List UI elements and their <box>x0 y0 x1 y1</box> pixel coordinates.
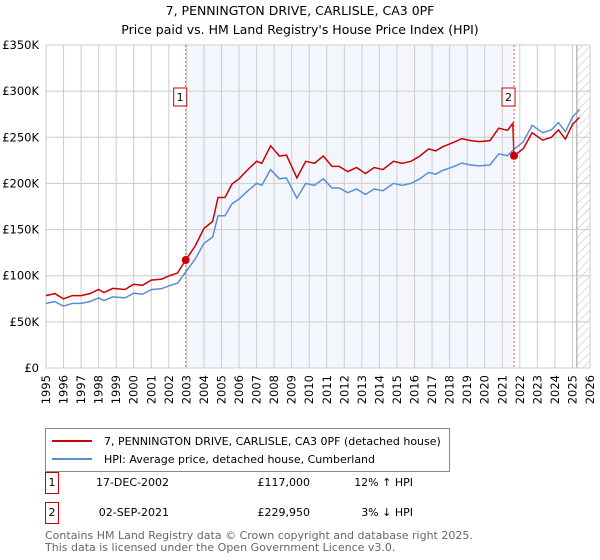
x-tick-label: 2025 <box>565 375 579 404</box>
price-chart: 7, PENNINGTON DRIVE, CARLISLE, CA3 0PF P… <box>2 3 597 404</box>
x-tick-label: 2016 <box>408 375 422 404</box>
property-price-line <box>45 116 581 300</box>
sale-label-box <box>173 87 188 107</box>
x-tick-label: 2010 <box>302 375 316 404</box>
transaction-hpi-diff: 3% ↓ HPI <box>361 506 413 519</box>
chart-title: 7, PENNINGTON DRIVE, CARLISLE, CA3 0PF <box>166 3 435 18</box>
x-tick-label: 2018 <box>443 375 457 404</box>
x-tick-label: 2011 <box>320 375 334 404</box>
transaction-date: 02-SEP-2021 <box>98 506 169 519</box>
x-tick-label: 2007 <box>250 375 264 404</box>
transaction-row: 2 02-SEP-2021 £229,950 3% ↓ HPI <box>45 502 445 524</box>
y-tick-label: £50K <box>10 315 40 329</box>
transaction-price: £117,000 <box>257 476 311 489</box>
sale-point <box>510 151 519 160</box>
x-tick-label: 1998 <box>92 375 106 404</box>
x-tick-label: 1995 <box>39 375 53 404</box>
forecast-hatch <box>576 45 590 368</box>
x-tick-label: 2019 <box>460 375 474 404</box>
y-tick-label: £300K <box>2 84 39 98</box>
legend-swatch-blue <box>52 458 92 460</box>
sale-point <box>181 256 190 265</box>
x-tick-label: 2020 <box>478 375 492 404</box>
x-tick-label: 2026 <box>583 375 597 404</box>
y-tick-label: £200K <box>2 176 39 190</box>
sale-label-box <box>501 87 516 107</box>
x-tick-label: 2004 <box>197 375 211 404</box>
x-tick-label: 2014 <box>372 375 386 404</box>
x-tick-label: 2012 <box>337 375 351 404</box>
footer-attribution: Contains HM Land Registry data © Crown c… <box>45 530 473 554</box>
x-tick-label: 2022 <box>513 375 527 404</box>
y-tick-label: £350K <box>2 38 39 52</box>
x-tick-label: 2017 <box>425 375 439 404</box>
y-tick-label: £100K <box>2 269 39 283</box>
transaction-marker: 2 <box>45 502 59 524</box>
sale-label: 1 <box>177 91 184 104</box>
y-tick-label: £0 <box>24 361 39 375</box>
x-tick-label: 2023 <box>530 375 544 404</box>
x-tick-label: 1999 <box>109 375 123 404</box>
x-tick-label: 2015 <box>390 375 404 404</box>
legend-swatch-red <box>52 440 92 442</box>
x-tick-label: 1997 <box>74 375 88 404</box>
chart-subtitle: Price paid vs. HM Land Registry's House … <box>121 22 478 37</box>
y-tick-label: £250K <box>2 130 39 144</box>
x-tick-label: 1996 <box>57 375 71 404</box>
x-tick-label: 2024 <box>548 375 562 404</box>
sale-label: 2 <box>505 91 512 104</box>
x-tick-label: 2002 <box>162 375 176 404</box>
y-tick-label: £150K <box>2 223 39 237</box>
legend-item-hpi: HPI: Average price, detached house, Cumb… <box>52 452 441 466</box>
hpi-line <box>45 109 581 308</box>
transaction-row: 1 17-DEC-2002 £117,000 12% ↑ HPI <box>45 472 445 494</box>
legend-item-property: 7, PENNINGTON DRIVE, CARLISLE, CA3 0PF (… <box>52 434 441 448</box>
footer-line-1: Contains HM Land Registry data © Crown c… <box>45 529 473 542</box>
x-tick-label: 2000 <box>127 375 141 404</box>
transaction-price: £229,950 <box>257 506 311 519</box>
transaction-marker: 1 <box>45 472 59 494</box>
x-tick-label: 2001 <box>144 375 158 404</box>
footer-line-2: This data is licensed under the Open Gov… <box>45 541 396 554</box>
x-tick-label: 2006 <box>232 375 246 404</box>
x-tick-label: 2013 <box>355 375 369 404</box>
x-tick-label: 2005 <box>214 375 228 404</box>
x-tick-label: 2008 <box>267 375 281 404</box>
legend-label: 7, PENNINGTON DRIVE, CARLISLE, CA3 0PF (… <box>104 434 441 448</box>
transaction-date: 17-DEC-2002 <box>95 476 169 489</box>
sale-period-shading <box>185 45 515 368</box>
x-tick-label: 2021 <box>495 375 509 404</box>
x-tick-label: 2003 <box>179 375 193 404</box>
transaction-hpi-diff: 12% ↑ HPI <box>354 476 413 489</box>
chart-legend: 7, PENNINGTON DRIVE, CARLISLE, CA3 0PF (… <box>45 428 450 472</box>
x-tick-label: 2009 <box>285 375 299 404</box>
legend-label: HPI: Average price, detached house, Cumb… <box>104 452 376 466</box>
